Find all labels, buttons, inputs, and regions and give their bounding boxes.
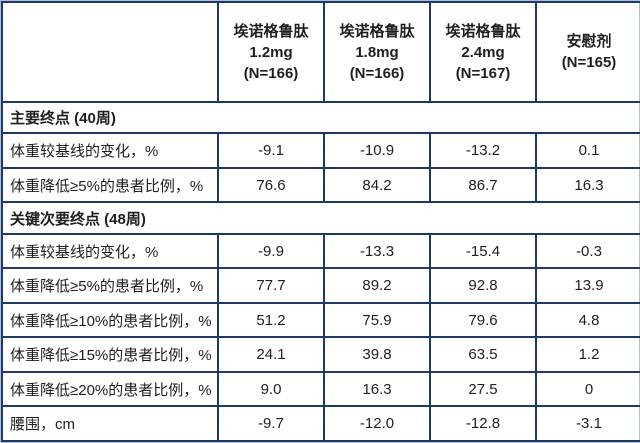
value-cell: -13.2: [429, 132, 537, 169]
table-row: 体重降低≥5%的患者比例，% 76.6 84.2 86.7 16.3: [1, 166, 640, 204]
value-cell: 89.2: [323, 267, 431, 304]
table-row: 体重降低≥20%的患者比例，% 9.0 16.3 27.5 0: [1, 370, 640, 408]
column-header: 安慰剂 (N=165): [535, 1, 640, 103]
column-header-line: 埃诺格鲁肽: [445, 22, 521, 40]
value-cell: -15.4: [429, 232, 537, 270]
corner-cell: [1, 1, 219, 103]
value-cell: -12.8: [429, 405, 537, 442]
row-label-cell: 体重降低≥15%的患者比例，%: [1, 336, 219, 373]
value-cell: 84.2: [323, 166, 431, 204]
value-cell: 92.8: [429, 267, 537, 304]
row-label-cell: 体重降低≥5%的患者比例，%: [1, 166, 219, 204]
row-label-cell: 腰围，cm: [1, 405, 219, 442]
section-title-cell: 主要终点 (40周): [1, 100, 640, 135]
value-cell: 77.7: [217, 267, 325, 304]
column-header-line: 1.8mg: [355, 43, 399, 61]
value-cell: -10.9: [323, 132, 431, 169]
column-header-line: (N=165): [561, 54, 617, 71]
value-cell: 9.0: [217, 370, 325, 408]
value-cell: 76.6: [217, 166, 325, 204]
section-row: 关键次要终点 (48周): [1, 201, 640, 235]
header-row: 埃诺格鲁肽 1.2mg (N=166) 埃诺格鲁肽 1.8mg (N=166) 埃诺格鲁肽 2…: [1, 1, 640, 103]
column-header-line: (N=166): [243, 64, 299, 82]
value-cell: 86.7: [429, 166, 537, 204]
row-label-cell: 体重降低≥20%的患者比例，%: [1, 370, 219, 408]
column-header-line: 2.4mg: [461, 43, 505, 61]
column-header-line: 埃诺格鲁肽: [233, 22, 309, 40]
value-cell: -9.1: [217, 132, 325, 169]
column-header: 埃诺格鲁肽 2.4mg (N=167): [429, 1, 537, 103]
table-row: 体重较基线的变化，% -9.1 -10.9 -13.2 0.1: [1, 132, 640, 169]
table-row: 体重降低≥15%的患者比例，% 24.1 39.8 63.5 1.2: [1, 336, 640, 373]
column-header-line: (N=167): [455, 64, 511, 82]
table-body: 主要终点 (40周) 体重较基线的变化，% -9.1 -10.9 -13.2 0.1 体重降…: [1, 100, 640, 442]
value-cell: -3.1: [535, 405, 640, 442]
value-cell: 75.9: [323, 301, 431, 339]
value-cell: 16.3: [323, 370, 431, 408]
row-label-cell: 体重降低≥5%的患者比例，%: [1, 267, 219, 304]
value-cell: -9.9: [217, 232, 325, 270]
value-cell: 16.3: [535, 166, 640, 204]
column-header-line: 安慰剂: [566, 33, 612, 50]
row-label-cell: 体重降低≥10%的患者比例，%: [1, 301, 219, 339]
value-cell: -13.3: [323, 232, 431, 270]
column-header-line: 埃诺格鲁肽: [339, 22, 415, 40]
value-cell: 24.1: [217, 336, 325, 373]
section-title-cell: 关键次要终点 (48周): [1, 201, 640, 235]
value-cell: -12.0: [323, 405, 431, 442]
value-cell: 4.8: [535, 301, 640, 339]
value-cell: 0: [535, 370, 640, 408]
column-header-line: 1.2mg: [249, 43, 293, 61]
column-header-line: (N=166): [349, 64, 405, 82]
value-cell: -9.7: [217, 405, 325, 442]
value-cell: 13.9: [535, 267, 640, 304]
value-cell: 1.2: [535, 336, 640, 373]
value-cell: 79.6: [429, 301, 537, 339]
value-cell: 63.5: [429, 336, 537, 373]
column-header: 埃诺格鲁肽 1.8mg (N=166): [323, 1, 431, 103]
value-cell: 27.5: [429, 370, 537, 408]
value-cell: 0.1: [535, 132, 640, 169]
table-row: 体重较基线的变化，% -9.9 -13.3 -15.4 -0.3: [1, 232, 640, 270]
row-label-cell: 体重较基线的变化，%: [1, 232, 219, 270]
table-row: 体重降低≥10%的患者比例，% 51.2 75.9 79.6 4.8: [1, 301, 640, 339]
row-label-cell: 体重较基线的变化，%: [1, 132, 219, 169]
column-header: 埃诺格鲁肽 1.2mg (N=166): [217, 1, 325, 103]
value-cell: 39.8: [323, 336, 431, 373]
section-row: 主要终点 (40周): [1, 100, 640, 135]
value-cell: 51.2: [217, 301, 325, 339]
table-row: 腰围，cm -9.7 -12.0 -12.8 -3.1: [1, 405, 640, 442]
value-cell: -0.3: [535, 232, 640, 270]
table-row: 体重降低≥5%的患者比例，% 77.7 89.2 92.8 13.9: [1, 267, 640, 304]
